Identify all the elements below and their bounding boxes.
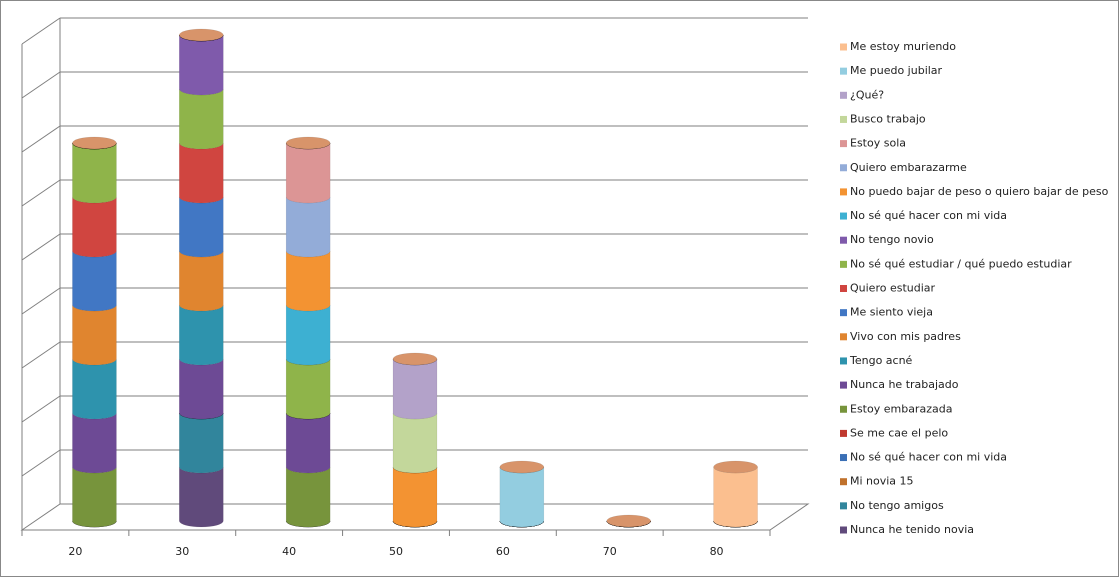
cylinder-segment — [179, 142, 224, 204]
legend-label: Quiero estudiar — [850, 282, 936, 295]
cylinder-cap — [713, 460, 758, 474]
cylinder-segment — [285, 250, 331, 312]
legend-swatch — [840, 212, 847, 220]
legend-swatch — [840, 140, 847, 148]
x-tick-label: 80 — [710, 545, 724, 558]
cylinder-segment — [179, 196, 224, 258]
legend-swatch — [840, 454, 847, 462]
grid-line-side — [21, 233, 61, 261]
cylinder-segment — [179, 250, 224, 312]
cylinder-segment — [285, 358, 331, 420]
legend-swatch — [840, 381, 847, 389]
legend-label: Me siento vieja — [850, 306, 933, 319]
legend-swatch — [840, 502, 847, 510]
legend-swatch — [840, 260, 847, 268]
legend-swatch — [840, 405, 847, 413]
cylinder-segment — [179, 34, 224, 96]
cylinder-segment — [72, 412, 117, 474]
cylinder-segment — [72, 142, 117, 204]
legend-label: Nunca he trabajado — [850, 378, 959, 391]
cylinder-segment — [499, 466, 545, 528]
cylinder-segment — [179, 304, 224, 366]
x-tick-label: 70 — [603, 545, 617, 558]
cylinder-segment — [392, 412, 438, 474]
cylinder-cap — [72, 136, 117, 150]
legend-swatch — [840, 526, 847, 534]
cylinder-segment — [285, 466, 331, 528]
cylinder-segment — [72, 304, 117, 366]
cylinder-segment — [713, 466, 758, 528]
legend-label: ¿Qué? — [850, 88, 884, 101]
legend-label: Me puedo jubilar — [850, 64, 943, 77]
cylinder-cap — [285, 136, 331, 150]
grid-line-side — [21, 341, 61, 369]
cylinder-segment — [179, 412, 224, 474]
cylinder-cap — [606, 514, 651, 528]
grid-line-side — [21, 449, 61, 477]
legend-label: Tengo acné — [849, 354, 913, 367]
legend-label: No puedo bajar de peso o quiero bajar de… — [850, 185, 1109, 198]
legend-swatch — [840, 43, 847, 51]
cylinder-segment — [392, 466, 438, 528]
legend-label: Se me cae el pelo — [850, 426, 948, 439]
legend-label: No tengo novio — [850, 233, 934, 246]
grid-line-side — [21, 395, 61, 423]
legend-label: Me estoy muriendo — [850, 40, 956, 53]
cylinder-segment — [72, 358, 117, 420]
legend-label: No tengo amigos — [850, 499, 944, 512]
legend-swatch — [840, 115, 847, 123]
grid-line-side — [21, 287, 61, 315]
grid-line-side — [21, 17, 61, 45]
legend-swatch — [840, 164, 847, 172]
legend-label: Mi novia 15 — [850, 475, 914, 488]
cylinder-cap — [499, 460, 545, 474]
legend-swatch — [840, 188, 847, 196]
legend-swatch — [840, 357, 847, 365]
cylinder-segment — [285, 196, 331, 258]
x-tick-label: 40 — [282, 545, 296, 558]
legend-label: No sé qué hacer con mi vida — [850, 209, 1007, 222]
legend-swatch — [840, 309, 847, 317]
cylinder-segment — [72, 250, 117, 312]
cylinder-cap — [392, 352, 438, 366]
grid-line-side — [21, 125, 61, 153]
grid-line-side — [21, 179, 61, 207]
cylinder-segment — [392, 358, 438, 420]
legend-label: Nunca he tenido novia — [850, 523, 974, 536]
legend-label: Estoy sola — [850, 137, 906, 150]
cylinder-segment — [285, 304, 331, 366]
legend-label: No sé qué hacer con mi vida — [850, 451, 1007, 464]
legend-swatch — [840, 285, 847, 292]
legend-swatch — [840, 91, 847, 99]
legend-swatch — [840, 67, 847, 75]
cylinder-segment — [179, 88, 224, 150]
cylinder-segment — [179, 358, 224, 420]
legend-swatch — [840, 333, 847, 341]
legend-label: Quiero embarazarme — [850, 161, 967, 174]
cylinder-cap — [179, 28, 224, 42]
x-tick-label: 50 — [389, 545, 403, 558]
legend-label: Estoy embarazada — [850, 402, 952, 415]
legend-swatch — [840, 429, 847, 437]
legend-label: No sé qué estudiar / qué puedo estudiar — [850, 257, 1072, 270]
cylinder-segment — [72, 196, 117, 258]
legend-swatch — [840, 236, 847, 244]
x-tick-label: 60 — [496, 545, 510, 558]
x-tick-label: 20 — [68, 545, 82, 558]
legend-label: Vivo con mis padres — [850, 330, 961, 343]
cylinder-segment — [285, 412, 331, 474]
cylinder-segment — [72, 466, 117, 528]
cylinder-segment — [285, 142, 331, 204]
cylinder-segment — [179, 466, 224, 528]
legend-label: Busco trabajo — [850, 112, 926, 125]
x-tick-label: 30 — [175, 545, 189, 558]
legend-swatch — [840, 478, 847, 486]
grid-line-side — [21, 71, 61, 99]
